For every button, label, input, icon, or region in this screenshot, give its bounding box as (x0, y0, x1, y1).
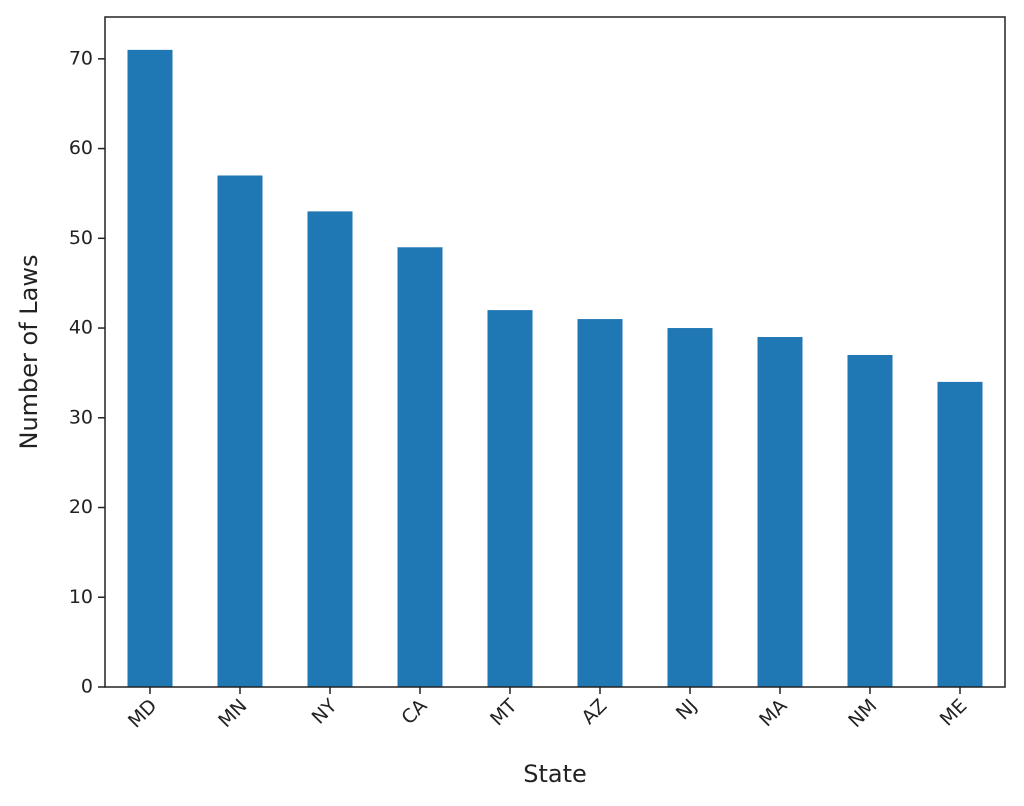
x-tick-label: NJ (672, 695, 702, 725)
bar (217, 175, 263, 687)
x-tick-label: NY (308, 695, 342, 729)
x-tick-label: NM (844, 695, 881, 732)
bar (487, 310, 533, 687)
bar (577, 319, 623, 687)
bar (397, 247, 443, 688)
x-tick-label: MA (755, 695, 791, 731)
y-tick-label: 60 (69, 137, 93, 159)
x-tick-label: AZ (577, 695, 611, 729)
x-tick-label: MT (486, 695, 522, 731)
y-tick-label: 30 (69, 406, 93, 428)
x-axis-title: State (523, 760, 587, 788)
bar (667, 328, 713, 687)
y-tick-label: 70 (69, 47, 93, 69)
plot-frame (104, 16, 1006, 688)
y-tick-label: 20 (69, 496, 93, 518)
y-axis-title: Number of Laws (15, 254, 43, 449)
x-tick-label: MN (214, 695, 251, 732)
x-tick-label: ME (936, 695, 972, 731)
bar (757, 337, 803, 687)
bar (127, 49, 173, 688)
y-tick-label: 0 (81, 676, 93, 698)
x-tick-label: CA (397, 695, 431, 729)
bar (307, 211, 353, 687)
y-tick-label: 40 (69, 317, 93, 339)
bar (847, 354, 893, 687)
y-tick-label: 50 (69, 227, 93, 249)
bar (937, 381, 983, 687)
y-tick-label: 10 (69, 586, 93, 608)
x-tick-label: MD (124, 695, 161, 732)
